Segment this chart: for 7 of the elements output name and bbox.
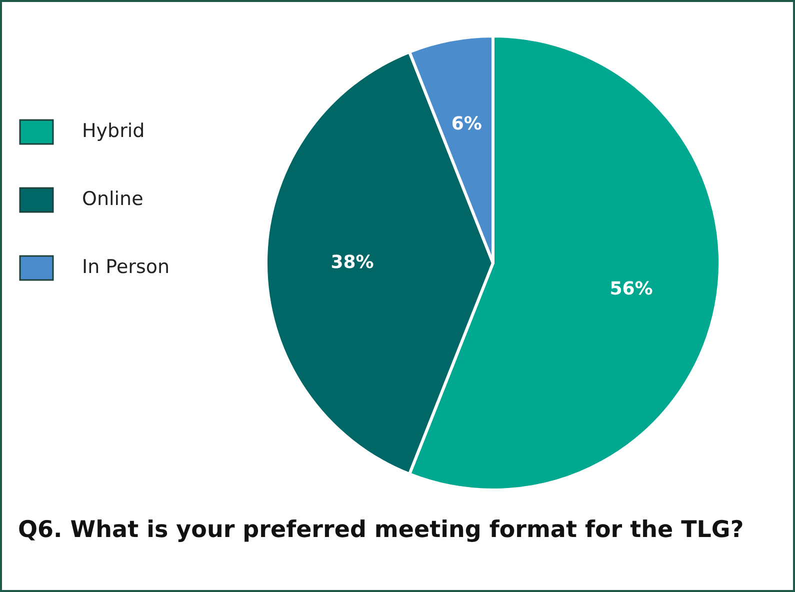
data-label: 6% (451, 114, 482, 135)
legend-label: Hybrid (82, 120, 145, 142)
text: Q6. What is your preferred meeting format for the TLG? (18, 516, 745, 545)
data-label: 38% (330, 252, 374, 273)
data-label: 56% (610, 278, 653, 300)
legend-label: In Person (82, 256, 170, 278)
legend-label: Online (82, 188, 144, 210)
